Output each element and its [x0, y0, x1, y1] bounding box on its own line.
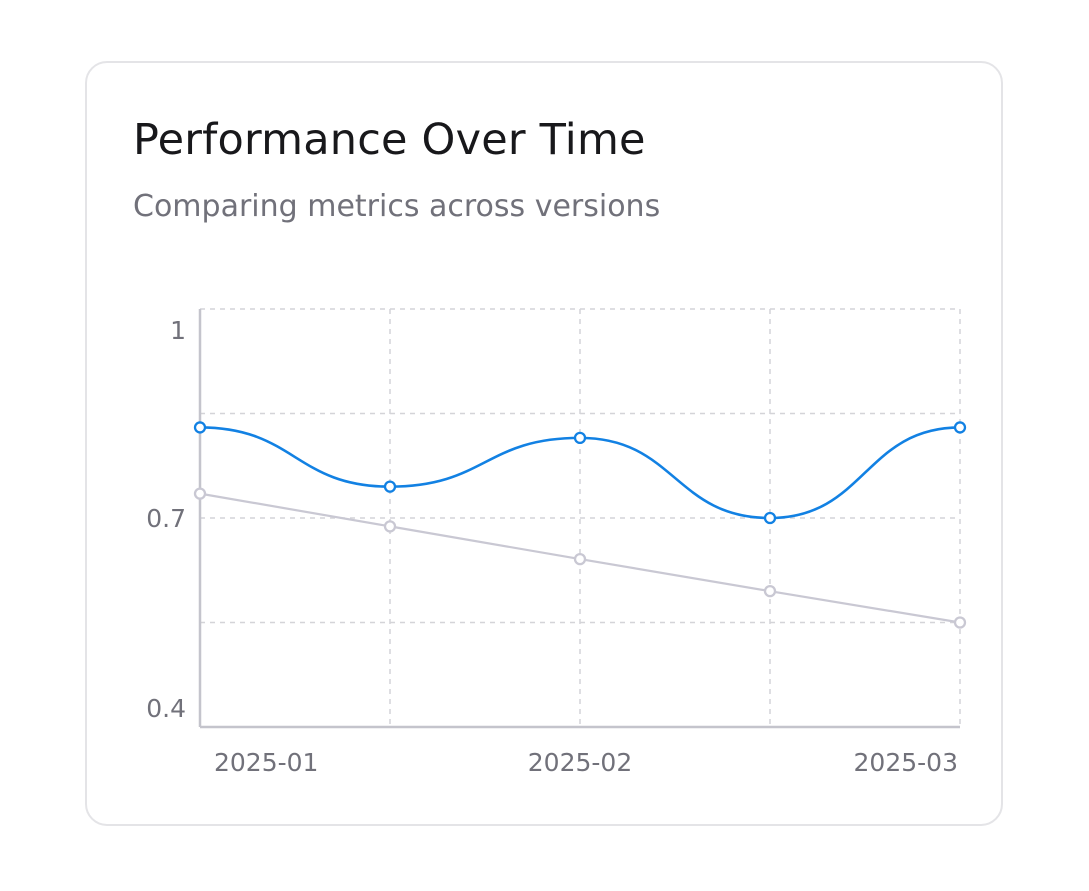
grid-lines [199, 308, 961, 727]
chart-card: Performance Over Time Comparing metrics … [85, 61, 1003, 826]
axes [198, 309, 960, 729]
y-tick-label: 0.4 [146, 694, 186, 723]
series-1-point [763, 511, 777, 525]
x-tick-label: 2025-03 [854, 748, 958, 777]
series-2-point [763, 585, 777, 598]
chart-title: Performance Over Time [133, 115, 646, 165]
series-1-point [953, 421, 967, 434]
y-tick-label: 1 [170, 316, 186, 345]
series-2-point [953, 616, 967, 629]
series-1-point [383, 480, 397, 493]
x-tick-label: 2025-01 [214, 748, 318, 777]
tick-labels: 1 0.7 0.4 2025-01 2025-02 2025-03 [146, 316, 958, 777]
x-tick-label: 2025-02 [528, 748, 632, 777]
series-1-point [573, 431, 587, 445]
series-2-point [383, 520, 397, 533]
y-tick-label: 0.7 [146, 504, 186, 533]
series-1-point [193, 421, 207, 434]
chart-subtitle: Comparing metrics across versions [133, 189, 661, 224]
series-2-point [193, 487, 207, 500]
data-series [193, 421, 967, 629]
series-2-point [573, 552, 587, 566]
